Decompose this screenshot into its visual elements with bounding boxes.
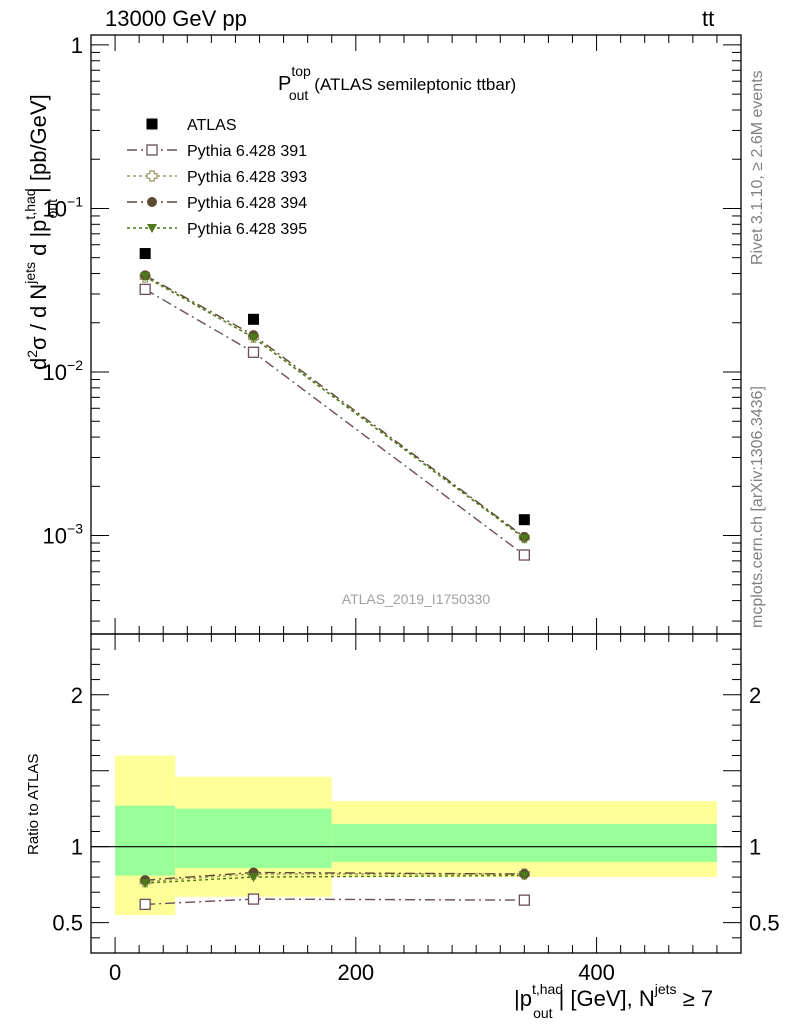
ylabel-jets-sup: jets — [22, 262, 38, 285]
ratio-plot: 2 2 1 1 0.5 0.5 0 200 400 — [52, 633, 780, 985]
legend-series-label: Pythia 6.428 394 — [187, 195, 307, 212]
ratio-inner-band — [115, 805, 176, 876]
ylabel-d-sup: 2 — [24, 350, 40, 358]
main-series-lines — [144, 274, 525, 556]
ylabel-sigma: σ — [26, 336, 51, 350]
xlabel-sub: out — [533, 1005, 553, 1021]
xlabel-pre: |p — [514, 986, 532, 1011]
series-4-ratio-point — [519, 871, 530, 881]
ratio-y-axis-label: Ratio to ATLAS — [25, 754, 42, 855]
main-markers — [139, 248, 530, 561]
analysis-watermark: ATLAS_2019_I1750330 — [342, 591, 491, 607]
header-process-base: tt — [702, 6, 714, 31]
title-sub: out — [289, 87, 309, 103]
header-process-bar: ¯ — [715, 0, 729, 21]
ylabel-p-sup: t,had — [22, 188, 38, 219]
legend-atlas-marker — [146, 118, 158, 130]
series-1-main-line — [144, 288, 525, 556]
main-y-tick-label: 10−2 — [43, 357, 84, 385]
legend-series-marker — [146, 170, 158, 182]
x-tick-label: 200 — [337, 960, 374, 985]
ratio-frame — [90, 633, 742, 954]
series-1-ratio-line — [145, 898, 525, 906]
legend-atlas-label: ATLAS — [187, 117, 237, 134]
xlabel-sup: t,had — [532, 981, 563, 997]
ratio-inner-band — [331, 823, 717, 862]
legend-series-marker — [146, 144, 158, 156]
ratio-y-tick-label-left: 2 — [71, 683, 83, 708]
legend-series-label: Pythia 6.428 395 — [187, 221, 307, 238]
data-point — [139, 248, 151, 260]
legend-series-marker — [147, 197, 157, 207]
ratio-y-tick-label-right: 0.5 — [749, 911, 780, 936]
header-process: tt — [702, 6, 714, 31]
ylabel-p-sub: out — [44, 199, 60, 219]
series-4-main-point — [140, 272, 151, 282]
ylabel-units: | [pb/GeV] — [26, 94, 51, 193]
ylabel-mid: d |p — [26, 220, 51, 262]
header-energy: 13000 GeV pp — [105, 6, 247, 31]
series-4-main-point — [248, 333, 259, 343]
xlabel-jets-sup: jets — [654, 981, 677, 997]
legend: ATLAS Pythia 6.428 391 Pythia 6.428 393 Pyt… — [127, 117, 307, 238]
side-rivet-label: Rivet 3.1.10, ≥ 2.6M events — [749, 70, 766, 265]
series-1-ratio-point — [139, 898, 151, 911]
title-rest: (ATLAS semileptonic ttbar) — [314, 75, 516, 94]
ratio-y-tick-label-left: 1 — [71, 835, 83, 860]
x-tick-label: 400 — [578, 960, 615, 985]
ratio-y-tick-label-right: 1 — [749, 835, 761, 860]
side-site-label: mcplots.cern.ch [arXiv:1306.3436] — [749, 386, 766, 628]
main-y-axis-label: d2σ / d Njets d |pt,had out | [pb/GeV] — [22, 94, 60, 370]
ratio-axes: 2 2 1 1 0.5 0.5 0 200 400 — [52, 633, 780, 985]
series-1-ratio-point — [247, 893, 260, 905]
data-point — [518, 514, 530, 526]
ratio-y-tick-label-left: 0.5 — [52, 911, 83, 936]
main-y-tick-label: 1 — [71, 33, 83, 58]
series-1-main-point — [518, 549, 530, 561]
title-sup: top — [291, 63, 311, 79]
xlabel-post: ≥ 7 — [677, 986, 714, 1011]
data-point — [248, 313, 259, 325]
legend-series-label: Pythia 6.428 393 — [187, 169, 307, 186]
series-3-main-line — [144, 274, 525, 538]
ratio-markers — [139, 867, 530, 911]
ylabel-slash: / d N — [26, 284, 51, 337]
series-1-main-point — [247, 346, 260, 358]
main-y-tick-label: 10−1 — [43, 193, 84, 221]
title-symbol: P — [278, 73, 291, 95]
legend-series-marker — [147, 224, 157, 233]
x-axis-label: |pt,had out | [GeV], Njets ≥ 7 — [514, 981, 713, 1021]
series-1-ratio-point — [518, 894, 530, 906]
series-4-main-point — [519, 534, 530, 544]
plot-title: Ptop out (ATLAS semileptonic ttbar) — [278, 63, 516, 103]
series-4-ratio-point — [248, 873, 259, 883]
ratio-inner-band — [175, 808, 332, 868]
series-1-main-point — [139, 283, 151, 296]
x-tick-label: 0 — [109, 960, 121, 985]
ratio-y-tick-label-right: 2 — [749, 683, 761, 708]
series-4-ratio-point — [140, 879, 151, 889]
main-y-tick-label: 10−3 — [43, 521, 84, 549]
series-2-main-line — [144, 276, 525, 539]
ylabel-d: d — [26, 358, 51, 370]
xlabel-mid: | [GeV], N — [559, 986, 655, 1011]
ratio-bands — [91, 755, 741, 916]
series-4-main-line — [144, 275, 525, 540]
legend-series-label: Pythia 6.428 391 — [187, 143, 307, 160]
